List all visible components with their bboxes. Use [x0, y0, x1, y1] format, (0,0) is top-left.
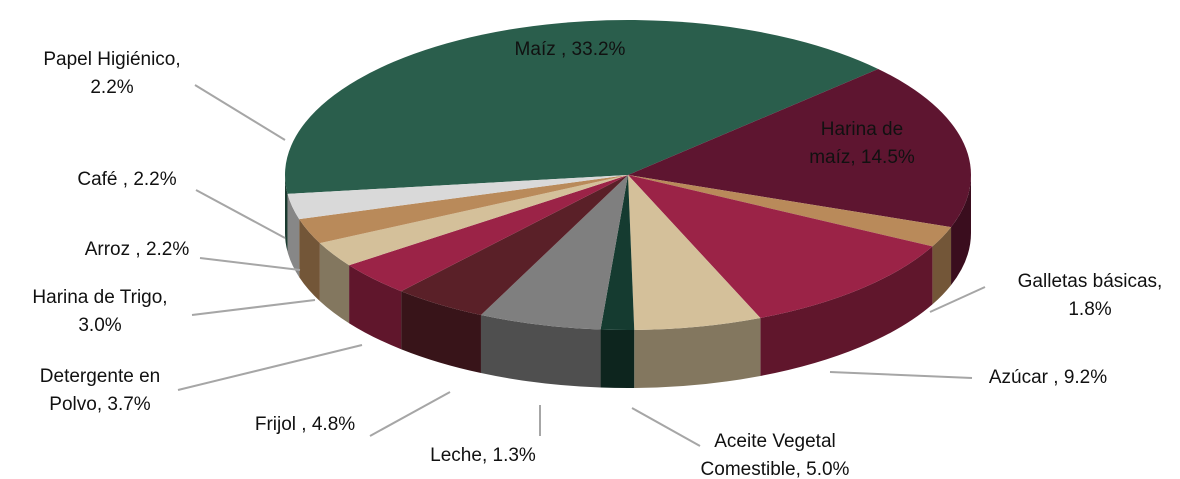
- leader-line: [631, 407, 701, 447]
- pie-side: [285, 175, 288, 252]
- pie-side: [319, 243, 350, 324]
- leader-line: [829, 371, 973, 379]
- data-label: 2.2%: [90, 77, 133, 98]
- pie-slice: [480, 175, 628, 330]
- pie-side: [480, 315, 601, 388]
- pie-slice: [299, 175, 628, 244]
- leader-line: [177, 344, 363, 391]
- pie-slice: [628, 175, 933, 318]
- data-label: Papel Higiénico,: [43, 49, 180, 70]
- leader-line: [191, 299, 316, 316]
- pie-slice: [349, 175, 628, 292]
- data-label: Café , 2.2%: [77, 169, 176, 190]
- data-label: Detergente en: [40, 366, 160, 387]
- data-label: Maíz , 33.2%: [515, 39, 626, 60]
- pie-slice: [319, 175, 628, 266]
- data-label: Harina de: [821, 119, 903, 140]
- data-label: Polvo, 3.7%: [49, 394, 150, 415]
- data-label: Arroz , 2.2%: [85, 239, 190, 260]
- leader-line: [195, 189, 286, 239]
- pie-slice: [628, 175, 761, 330]
- data-label: Galletas básicas,: [1018, 271, 1163, 292]
- data-label: Frijol , 4.8%: [255, 414, 355, 435]
- data-label: maíz, 14.5%: [809, 147, 915, 168]
- pie-side: [287, 193, 300, 278]
- pie-slice: [401, 175, 628, 316]
- pie-slice: [628, 68, 971, 228]
- pie-slice: [287, 175, 628, 220]
- pie-side: [932, 227, 952, 305]
- data-label: 1.8%: [1068, 299, 1111, 320]
- pie-slice: [600, 175, 635, 330]
- pie-side: [634, 317, 761, 388]
- pie-side: [299, 219, 320, 302]
- pie-slice: [285, 19, 879, 194]
- leader-line: [369, 391, 451, 437]
- data-label: Comestible, 5.0%: [701, 459, 850, 479]
- leader-line: [929, 286, 986, 313]
- pie-side: [760, 246, 933, 376]
- pie-side: [401, 291, 481, 374]
- leader-line: [199, 257, 301, 271]
- pie-side: [349, 265, 402, 350]
- pie-side: [600, 329, 635, 388]
- pie-slice: [628, 175, 952, 247]
- data-label: Leche, 1.3%: [430, 445, 536, 466]
- pie-side: [951, 175, 972, 286]
- data-label: 3.0%: [78, 315, 121, 336]
- leader-line: [194, 84, 286, 141]
- data-label: Aceite Vegetal: [714, 431, 835, 452]
- data-label: Harina de Trigo,: [32, 287, 167, 308]
- data-label: Azúcar , 9.2%: [989, 367, 1107, 388]
